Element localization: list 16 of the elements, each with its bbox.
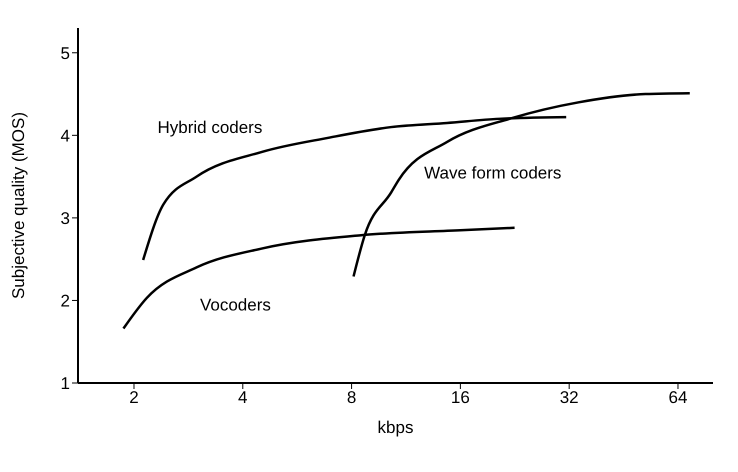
x-tick-label: 16: [450, 388, 470, 408]
y-tick-label: 3: [60, 208, 70, 228]
series-label: Hybrid coders: [157, 118, 262, 138]
y-tick-label: 4: [60, 126, 70, 146]
x-tick-label: 32: [560, 388, 579, 408]
y-axis-title: Subjective quality (MOS): [9, 112, 28, 300]
y-tick-label: 2: [60, 291, 70, 310]
x-tick-label: 64: [668, 388, 688, 408]
x-tick-label: 4: [238, 388, 248, 408]
x-tick-label: 8: [346, 388, 356, 408]
x-tick-label: 2: [129, 388, 139, 408]
series-label: Wave form coders: [424, 164, 562, 183]
x-axis-title: kbps: [378, 418, 414, 437]
series-label: Vocoders: [200, 296, 271, 315]
y-tick-label: 5: [60, 44, 70, 63]
y-tick-label: 1: [60, 374, 70, 394]
